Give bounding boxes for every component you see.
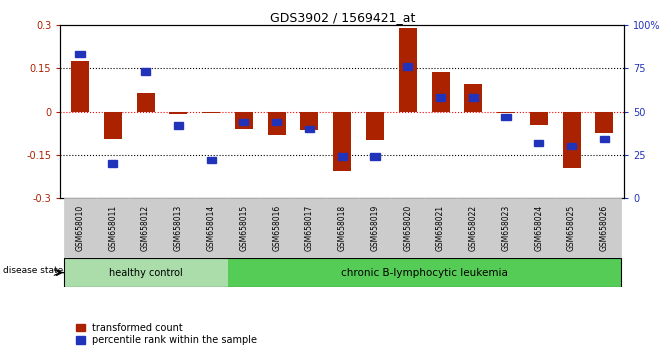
- Text: GSM658018: GSM658018: [338, 205, 347, 251]
- Text: GSM658022: GSM658022: [469, 205, 478, 251]
- Bar: [169, 112, 187, 114]
- Bar: [358, 198, 391, 258]
- Bar: [497, 112, 515, 113]
- Bar: [338, 153, 347, 160]
- Bar: [108, 160, 117, 167]
- Bar: [97, 198, 130, 258]
- Text: GSM658013: GSM658013: [174, 205, 183, 251]
- Bar: [141, 68, 150, 75]
- Bar: [326, 198, 358, 258]
- Text: GSM658011: GSM658011: [108, 205, 117, 251]
- Bar: [64, 258, 227, 287]
- Bar: [227, 258, 621, 287]
- Bar: [305, 126, 314, 132]
- Bar: [301, 112, 319, 130]
- Bar: [424, 198, 457, 258]
- Bar: [174, 122, 183, 129]
- Bar: [370, 153, 380, 160]
- Bar: [391, 198, 424, 258]
- Bar: [162, 198, 195, 258]
- Bar: [104, 112, 122, 139]
- Bar: [195, 198, 227, 258]
- Bar: [227, 198, 260, 258]
- Bar: [490, 198, 523, 258]
- Bar: [562, 112, 580, 168]
- Bar: [457, 198, 490, 258]
- Bar: [64, 198, 97, 258]
- Text: chronic B-lymphocytic leukemia: chronic B-lymphocytic leukemia: [341, 268, 507, 278]
- Text: GSM658010: GSM658010: [76, 205, 85, 251]
- Bar: [555, 198, 588, 258]
- Bar: [464, 84, 482, 112]
- Bar: [567, 143, 576, 149]
- Bar: [600, 136, 609, 142]
- Bar: [588, 198, 621, 258]
- Text: GSM658019: GSM658019: [370, 205, 380, 251]
- Bar: [207, 157, 215, 163]
- Bar: [272, 119, 281, 125]
- Bar: [366, 112, 384, 141]
- Text: GSM658024: GSM658024: [534, 205, 544, 251]
- Bar: [130, 198, 162, 258]
- Bar: [137, 93, 154, 112]
- Bar: [534, 139, 544, 146]
- Text: GSM658016: GSM658016: [272, 205, 281, 251]
- Bar: [501, 114, 511, 120]
- Bar: [71, 61, 89, 112]
- Bar: [235, 112, 253, 129]
- Bar: [75, 51, 85, 57]
- Title: GDS3902 / 1569421_at: GDS3902 / 1569421_at: [270, 11, 415, 24]
- Bar: [595, 112, 613, 133]
- Bar: [530, 112, 548, 125]
- Text: healthy control: healthy control: [109, 268, 183, 278]
- Legend: transformed count, percentile rank within the sample: transformed count, percentile rank withi…: [72, 319, 261, 349]
- Text: GSM658014: GSM658014: [207, 205, 215, 251]
- Bar: [431, 73, 450, 112]
- Bar: [202, 112, 220, 113]
- Bar: [293, 198, 326, 258]
- Text: GSM658017: GSM658017: [305, 205, 314, 251]
- Text: GSM658026: GSM658026: [600, 205, 609, 251]
- Text: GSM658012: GSM658012: [141, 205, 150, 251]
- Bar: [240, 119, 248, 125]
- Text: disease state: disease state: [3, 266, 64, 275]
- Bar: [260, 198, 293, 258]
- Text: GSM658025: GSM658025: [567, 205, 576, 251]
- Bar: [403, 63, 413, 70]
- Text: GSM658023: GSM658023: [501, 205, 511, 251]
- Bar: [523, 198, 555, 258]
- Bar: [469, 95, 478, 101]
- Bar: [333, 112, 351, 171]
- Bar: [399, 28, 417, 112]
- Text: GSM658021: GSM658021: [436, 205, 445, 251]
- Text: GSM658015: GSM658015: [240, 205, 248, 251]
- Bar: [436, 95, 445, 101]
- Text: GSM658020: GSM658020: [403, 205, 412, 251]
- Bar: [268, 112, 286, 135]
